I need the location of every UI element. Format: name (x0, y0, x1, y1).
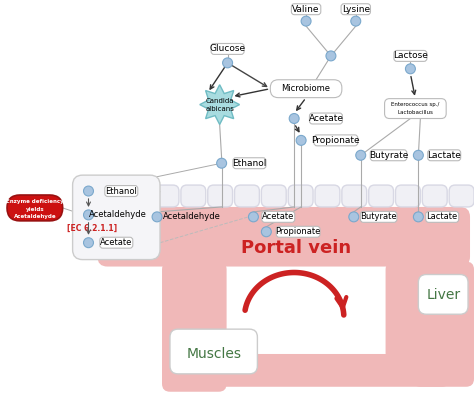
Polygon shape (200, 85, 239, 125)
Text: Butyrate: Butyrate (369, 151, 408, 160)
Text: Acetate: Acetate (309, 114, 344, 123)
Text: Ethanol: Ethanol (105, 187, 137, 196)
Text: Acetate: Acetate (100, 238, 133, 247)
FancyBboxPatch shape (276, 226, 320, 237)
FancyBboxPatch shape (127, 185, 152, 207)
Text: Liver: Liver (426, 288, 460, 302)
FancyBboxPatch shape (100, 185, 125, 207)
Circle shape (152, 212, 162, 222)
Circle shape (405, 64, 415, 74)
Circle shape (83, 186, 93, 196)
Circle shape (289, 114, 299, 123)
FancyBboxPatch shape (235, 185, 259, 207)
FancyBboxPatch shape (7, 195, 63, 221)
FancyBboxPatch shape (315, 185, 340, 207)
FancyBboxPatch shape (426, 211, 459, 222)
Circle shape (223, 58, 233, 68)
FancyBboxPatch shape (310, 113, 342, 124)
FancyBboxPatch shape (98, 207, 470, 266)
Text: Microbiome: Microbiome (282, 84, 330, 93)
FancyBboxPatch shape (385, 262, 450, 361)
Circle shape (248, 212, 258, 222)
FancyBboxPatch shape (384, 99, 446, 119)
Text: Muscles: Muscles (186, 347, 241, 361)
Text: Portal vein: Portal vein (241, 239, 351, 257)
Text: yields: yields (26, 208, 44, 212)
FancyBboxPatch shape (394, 50, 427, 61)
Text: Lactate: Lactate (427, 151, 461, 160)
Text: Glucose: Glucose (210, 44, 246, 53)
Text: Propionate: Propionate (275, 227, 321, 236)
FancyBboxPatch shape (370, 150, 407, 161)
FancyBboxPatch shape (360, 211, 397, 222)
FancyBboxPatch shape (105, 185, 138, 196)
Circle shape (351, 16, 361, 26)
Text: [EC 6.2.1.1]: [EC 6.2.1.1] (67, 224, 118, 233)
Text: Candida: Candida (205, 97, 234, 104)
Text: Acetaldehyde: Acetaldehyde (163, 212, 221, 221)
Text: albicans: albicans (205, 106, 234, 112)
FancyBboxPatch shape (154, 185, 179, 207)
Circle shape (301, 16, 311, 26)
Circle shape (261, 227, 271, 237)
FancyBboxPatch shape (428, 150, 461, 161)
FancyBboxPatch shape (73, 175, 160, 260)
FancyBboxPatch shape (211, 44, 244, 54)
Circle shape (349, 212, 359, 222)
Circle shape (217, 158, 227, 168)
Text: Ethanol: Ethanol (232, 159, 267, 168)
Text: Lactobacillus: Lactobacillus (397, 110, 433, 115)
FancyBboxPatch shape (292, 4, 321, 15)
FancyBboxPatch shape (208, 185, 233, 207)
Circle shape (356, 150, 366, 160)
FancyBboxPatch shape (288, 185, 313, 207)
Text: Acetaldehyde: Acetaldehyde (90, 210, 147, 219)
FancyBboxPatch shape (162, 262, 227, 392)
FancyBboxPatch shape (262, 211, 295, 222)
FancyBboxPatch shape (395, 185, 420, 207)
FancyBboxPatch shape (170, 329, 257, 374)
FancyBboxPatch shape (449, 185, 474, 207)
FancyBboxPatch shape (270, 80, 342, 97)
Text: Lactate: Lactate (427, 212, 458, 221)
FancyBboxPatch shape (369, 185, 393, 207)
FancyBboxPatch shape (342, 185, 367, 207)
Circle shape (296, 136, 306, 145)
Text: Acetate: Acetate (262, 212, 294, 221)
Text: Butyrate: Butyrate (360, 212, 397, 221)
Text: Enterococcus sp./: Enterococcus sp./ (391, 102, 439, 107)
Text: Acetaldehyde: Acetaldehyde (14, 214, 56, 219)
FancyBboxPatch shape (261, 185, 286, 207)
FancyBboxPatch shape (412, 262, 474, 387)
FancyBboxPatch shape (419, 274, 468, 314)
Circle shape (326, 51, 336, 61)
Text: Propionate: Propionate (311, 136, 360, 145)
Text: Valine: Valine (292, 5, 320, 14)
Text: Lysine: Lysine (342, 5, 370, 14)
Text: Lactose: Lactose (393, 51, 428, 61)
FancyBboxPatch shape (181, 185, 206, 207)
Circle shape (413, 150, 423, 160)
Circle shape (83, 210, 93, 220)
FancyBboxPatch shape (233, 158, 266, 169)
Circle shape (83, 238, 93, 248)
FancyBboxPatch shape (341, 4, 371, 15)
FancyBboxPatch shape (422, 185, 447, 207)
FancyBboxPatch shape (314, 135, 358, 146)
FancyBboxPatch shape (162, 354, 450, 387)
Circle shape (413, 212, 423, 222)
FancyBboxPatch shape (100, 237, 133, 248)
Text: Enzyme deficiency: Enzyme deficiency (6, 200, 64, 204)
